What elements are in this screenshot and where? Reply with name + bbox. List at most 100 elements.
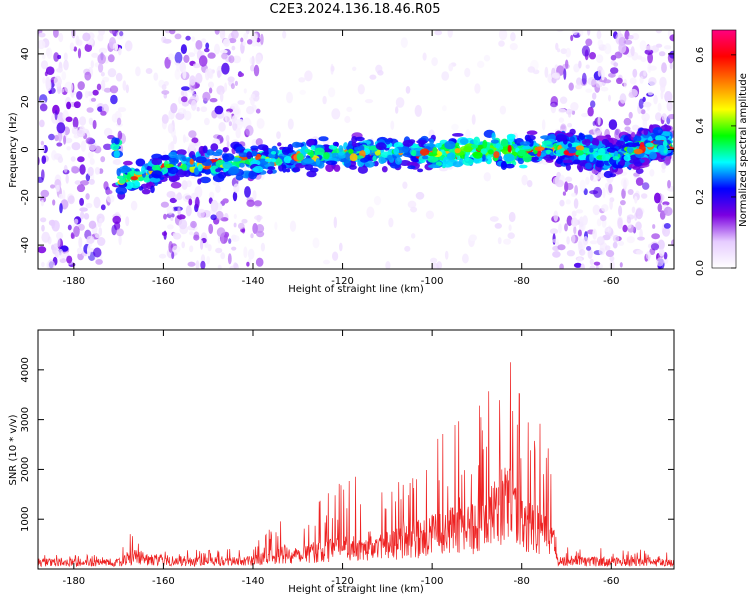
heatmap-cell	[134, 171, 143, 176]
heatmap-cell	[96, 83, 102, 91]
heatmap-cell	[118, 234, 122, 246]
heatmap-cell	[95, 259, 103, 265]
heatmap-cell	[181, 157, 187, 162]
heatmap-cell	[357, 84, 365, 95]
heatmap-cell	[227, 76, 235, 83]
heatmap-cell	[219, 49, 228, 54]
heatmap-cell	[639, 228, 643, 240]
heatmap-cell	[111, 224, 117, 236]
heatmap-cell	[198, 55, 208, 67]
heatmap-cell	[642, 182, 650, 190]
heatmap-cell	[274, 221, 278, 231]
heatmap-cell	[385, 139, 391, 145]
heatmap-cell	[304, 149, 312, 153]
heatmap-cell	[267, 166, 276, 171]
heatmap-cell	[215, 168, 221, 173]
heatmap-cell	[191, 137, 199, 144]
heatmap-cell	[176, 214, 186, 220]
heatmap-cell	[641, 193, 648, 199]
heatmap-cell	[589, 52, 596, 60]
heatmap-cell	[97, 53, 106, 65]
heatmap-cell	[318, 136, 329, 142]
heatmap-cell	[422, 155, 429, 160]
heatmap-cell	[220, 91, 224, 103]
heatmap-cell	[558, 223, 562, 234]
heatmap-cell	[661, 168, 666, 173]
heatmap-cell	[635, 208, 643, 220]
heatmap-cell	[180, 90, 184, 96]
heatmap-cell	[181, 241, 185, 249]
heatmap-cell	[600, 215, 607, 222]
colorbar-tick-label: 0.4	[695, 118, 706, 134]
heatmap-cell	[116, 117, 122, 126]
heatmap-cell	[246, 151, 252, 160]
heatmap-cell	[188, 130, 197, 139]
heatmap-cell	[118, 166, 131, 173]
heatmap-cell	[581, 113, 589, 118]
heatmap-cell	[333, 216, 337, 229]
heatmap-cell	[616, 140, 626, 146]
heatmap-cell	[530, 156, 539, 161]
heatmap-cell	[549, 228, 559, 235]
heatmap-cell	[589, 147, 594, 153]
heatmap-cell	[638, 98, 644, 109]
heatmap-cell	[232, 191, 238, 202]
heatmap-cell	[407, 200, 417, 209]
heatmap-cell	[579, 133, 586, 141]
heatmap-cell	[590, 174, 594, 181]
heatmap-cell	[338, 152, 345, 156]
heatmap-cell	[565, 199, 571, 205]
heatmap-cell	[243, 88, 247, 94]
heatmap-cell	[582, 215, 588, 226]
heatmap-cell	[71, 126, 79, 135]
heatmap-cell	[250, 64, 255, 72]
heatmap-cell	[339, 242, 343, 252]
heatmap-cell	[66, 146, 71, 151]
heatmap-cell	[627, 189, 634, 195]
heatmap-cell	[298, 77, 306, 83]
heatmap-cell	[378, 156, 386, 164]
heatmap-cell	[243, 246, 248, 259]
heatmap-cell	[109, 85, 119, 94]
heatmap-cell	[38, 39, 46, 50]
heatmap-cell	[234, 80, 238, 86]
heatmap-cell	[228, 37, 237, 44]
heatmap-cell	[567, 143, 573, 148]
heatmap-cell	[210, 214, 217, 221]
heatmap-cell	[649, 169, 655, 177]
heatmap-cell	[590, 100, 596, 108]
heatmap-cell	[612, 234, 620, 243]
heatmap-cell	[349, 153, 358, 162]
heatmap-cell	[592, 228, 597, 240]
heatmap-cell	[483, 54, 491, 62]
heatmap-cell	[517, 156, 525, 165]
heatmap-cell	[63, 135, 67, 145]
heatmap-cell	[287, 118, 294, 130]
heatmap-cell	[507, 134, 515, 143]
heatmap-cell	[205, 42, 210, 50]
heatmap-cell	[435, 143, 442, 148]
heatmap-cell	[589, 190, 599, 195]
heatmap-cell	[556, 30, 564, 33]
heatmap-cell	[169, 197, 177, 204]
heatmap-cell	[522, 145, 531, 150]
heatmap-cell	[178, 96, 182, 105]
heatmap-cell	[283, 155, 292, 164]
heatmap-cell	[93, 196, 101, 209]
heatmap-cell	[404, 245, 411, 252]
x-tick-label: -60	[603, 576, 619, 587]
heatmap-cell	[233, 213, 237, 219]
heatmap-cell	[595, 160, 605, 168]
x-tick-label: -80	[514, 276, 530, 287]
heatmap-cell	[623, 154, 631, 162]
heatmap-cell	[570, 102, 579, 111]
heatmap-cell	[631, 143, 638, 148]
heatmap-cell	[660, 124, 672, 132]
heatmap-cell	[93, 247, 102, 258]
heatmap-cell	[110, 143, 120, 151]
heatmap-cell	[110, 94, 118, 105]
heatmap-cell	[191, 36, 196, 42]
heatmap-cell	[87, 166, 94, 177]
heatmap-cell	[622, 224, 628, 233]
heatmap-cell	[612, 241, 618, 249]
